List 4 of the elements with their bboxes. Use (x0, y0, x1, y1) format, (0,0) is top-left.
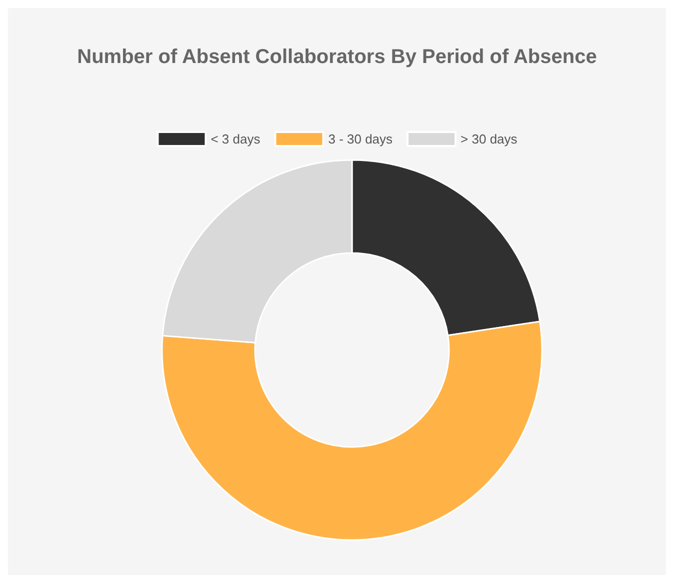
legend-label: > 30 days (460, 132, 518, 146)
legend-label: < 3 days (210, 132, 261, 146)
legend-label: 3 - 30 days (328, 132, 394, 146)
chart-title: Number of Absent Collaborators By Period of Absence (77, 46, 597, 68)
